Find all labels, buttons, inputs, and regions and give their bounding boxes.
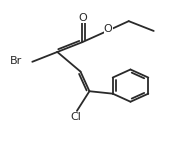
Text: Br: Br <box>10 56 23 66</box>
Text: O: O <box>104 24 113 34</box>
Text: Cl: Cl <box>71 112 81 122</box>
Text: O: O <box>78 13 87 23</box>
